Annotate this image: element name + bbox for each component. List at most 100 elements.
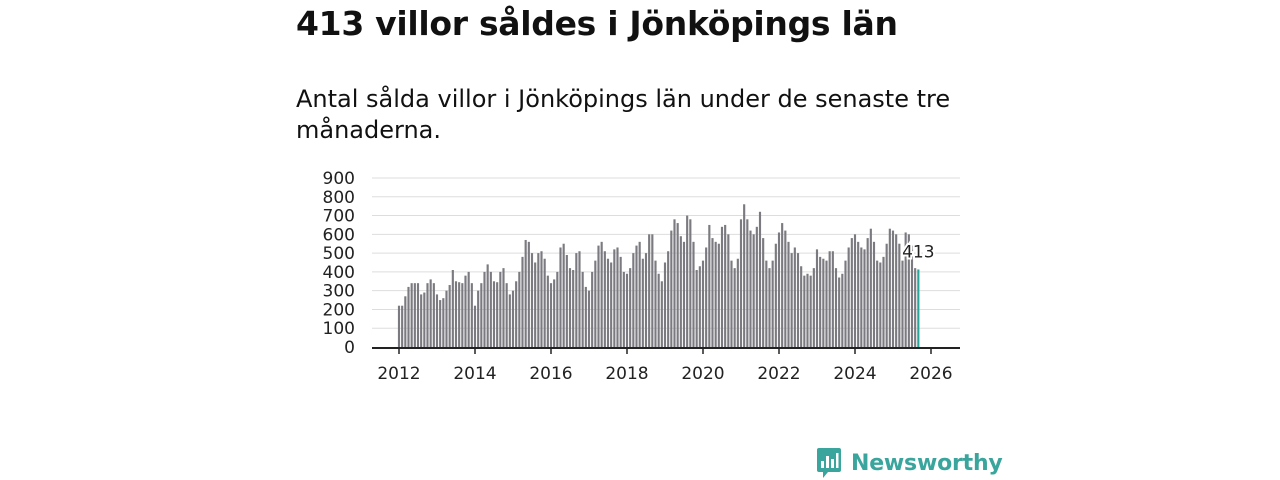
bar (882, 256, 885, 347)
bar (445, 290, 448, 347)
bar (470, 283, 473, 347)
bar (695, 270, 698, 347)
bar (686, 215, 689, 347)
bar (651, 234, 654, 347)
bar (508, 294, 511, 347)
bar (540, 251, 543, 347)
bar (825, 260, 828, 347)
bar (537, 253, 540, 347)
bar (784, 230, 787, 347)
bar (872, 241, 876, 347)
bar (910, 245, 914, 347)
bar-series (397, 204, 920, 347)
bar (584, 286, 587, 347)
bar (477, 290, 480, 347)
bar (863, 249, 866, 347)
bar (515, 281, 518, 347)
bar (518, 271, 521, 347)
bar (891, 230, 895, 347)
bar (705, 247, 708, 347)
bar (793, 247, 796, 347)
bar (543, 258, 546, 347)
bar (815, 249, 819, 347)
chart-headline: 413 villor såldes i Jönköpings län (296, 4, 898, 43)
bar (568, 268, 572, 347)
bar (720, 226, 724, 347)
bar (613, 249, 616, 347)
bar (638, 241, 641, 347)
bar (885, 243, 888, 347)
bar (648, 234, 651, 347)
bar (435, 294, 439, 347)
bar (461, 283, 464, 347)
bar (581, 271, 584, 347)
y-tick-label: 100 (323, 319, 355, 339)
bar (869, 228, 872, 347)
bar (749, 230, 752, 347)
bar (454, 281, 458, 347)
bar (660, 281, 663, 347)
bar (787, 241, 790, 347)
bar (556, 271, 559, 347)
bar (397, 305, 401, 347)
bar (429, 279, 432, 347)
bar (888, 228, 891, 347)
bar (600, 241, 603, 347)
bar (451, 270, 454, 347)
bar (860, 247, 863, 347)
bar (625, 273, 629, 347)
bar (410, 283, 413, 347)
bar (473, 305, 477, 347)
bar (575, 253, 578, 347)
bar (739, 219, 743, 347)
bar (809, 275, 812, 347)
bar (629, 268, 632, 347)
bar (898, 243, 901, 347)
bar (752, 234, 755, 347)
y-tick-label: 400 (323, 263, 355, 283)
bar (603, 251, 606, 347)
bar (622, 271, 625, 347)
bar (619, 256, 622, 347)
bar (591, 271, 594, 347)
bar (736, 258, 739, 347)
bar (692, 241, 695, 347)
bar (641, 258, 644, 347)
bar (806, 273, 809, 347)
bar (657, 273, 660, 347)
bar (866, 238, 869, 347)
y-tick-label: 800 (323, 188, 355, 208)
bar (521, 256, 524, 347)
bar (796, 253, 800, 347)
bar (413, 283, 416, 347)
bar-latest (917, 269, 920, 347)
bar (505, 283, 508, 347)
bar (727, 234, 730, 347)
bar (610, 262, 613, 347)
bar (907, 234, 910, 347)
bar (565, 254, 568, 347)
bar (594, 260, 597, 347)
bar (717, 243, 720, 347)
bar (758, 211, 762, 347)
bar (562, 243, 565, 347)
bar (458, 282, 461, 347)
bar (853, 234, 857, 347)
bar (819, 256, 822, 347)
bar (689, 219, 692, 347)
bar (800, 266, 803, 347)
x-tick-label: 2016 (529, 364, 572, 384)
bar (511, 290, 515, 347)
bar (714, 241, 717, 347)
bar (448, 285, 451, 347)
bar (606, 258, 610, 347)
annotation: 413 (900, 240, 936, 264)
bar (857, 241, 860, 347)
bar (464, 275, 467, 347)
bar (530, 253, 534, 347)
bar (670, 230, 673, 347)
bar (442, 298, 445, 347)
bar (644, 253, 648, 347)
bar (711, 238, 714, 347)
